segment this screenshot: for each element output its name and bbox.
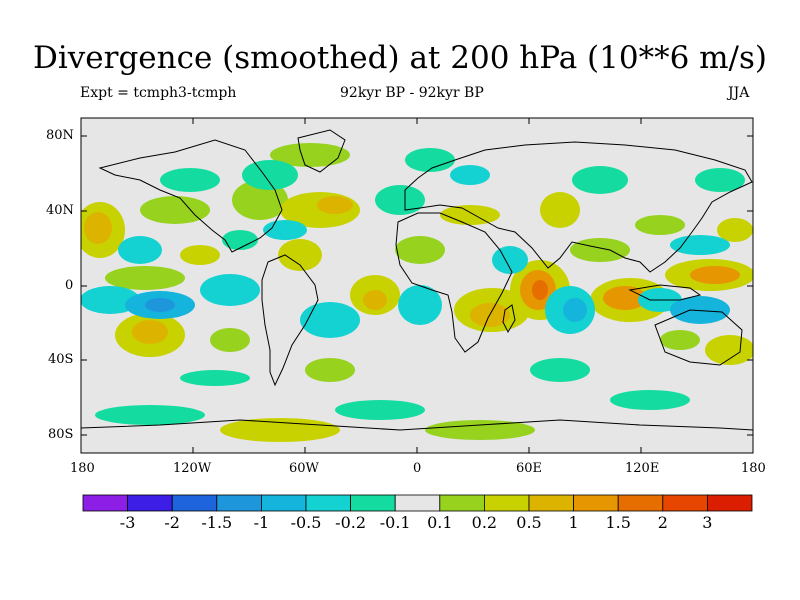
negative-divergence-regions xyxy=(81,148,745,425)
colorbar-swatch xyxy=(260,494,307,512)
lat-label-equator: 0 xyxy=(65,278,74,293)
africa-outline xyxy=(395,212,513,353)
colorbar-label: -1.5 xyxy=(201,513,233,532)
chart-title: Divergence (smoothed) at 200 hPa (10**6 … xyxy=(33,40,767,76)
south-america-outline xyxy=(261,254,319,387)
madagascar-outline xyxy=(502,304,516,334)
colorbar-swatch xyxy=(216,494,262,512)
continent-outlines xyxy=(81,129,753,431)
greenland-outline xyxy=(297,129,346,173)
colorbar-swatch xyxy=(82,494,128,512)
colorbar-label: 0.2 xyxy=(471,513,498,532)
colorbar-swatch xyxy=(483,494,530,512)
lon-label-120e: 120E xyxy=(625,461,660,476)
lat-label-80n: 80N xyxy=(46,128,74,143)
colorbar-label: -1 xyxy=(253,513,270,532)
period-label: 92kyr BP - 92kyr BP xyxy=(340,85,484,101)
lon-label-180w: 180 xyxy=(70,461,95,476)
colorbar-swatch xyxy=(305,494,351,512)
colorbar-label: 2 xyxy=(657,513,668,532)
lon-label-120w: 120W xyxy=(173,461,212,476)
lon-label-0: 0 xyxy=(413,461,422,476)
colorbar-swatch xyxy=(573,494,619,512)
australia-outline xyxy=(654,309,743,366)
colorbar-label: -0.5 xyxy=(290,513,322,532)
lon-label-60e: 60E xyxy=(516,461,543,476)
colorbar-label: -0.1 xyxy=(379,513,411,532)
lon-label-60w: 60W xyxy=(289,461,319,476)
colorbar-label: -0.2 xyxy=(335,513,367,532)
colorbar-swatch xyxy=(171,494,218,512)
lon-label-180e: 180 xyxy=(741,461,766,476)
colorbar-swatch xyxy=(528,494,574,512)
colorbar-label: -2 xyxy=(164,513,180,532)
indonesia-outline xyxy=(628,284,702,301)
lat-label-40n: 40N xyxy=(46,203,74,218)
colorbar-swatch xyxy=(350,494,396,512)
colorbar-label: 1 xyxy=(568,513,579,532)
colorbar-swatch xyxy=(662,494,708,512)
colorbar-label: 0.1 xyxy=(427,513,453,532)
lat-label-40s: 40S xyxy=(48,352,74,367)
colorbar-label: 0.5 xyxy=(516,513,542,532)
eurasia-outline xyxy=(404,141,753,273)
colorbar-swatch xyxy=(439,494,485,512)
north-america-outline xyxy=(98,139,283,253)
colorbar-swatch xyxy=(617,494,664,512)
antarctica-outline xyxy=(81,419,753,431)
colorbar-swatch xyxy=(394,494,441,512)
colorbar xyxy=(82,494,753,512)
season-label: JJA xyxy=(728,85,750,101)
colorbar-label: 3 xyxy=(702,513,713,532)
experiment-label: Expt = tcmph3-tcmph xyxy=(80,85,237,101)
map-ticks xyxy=(81,118,753,453)
colorbar-swatch xyxy=(707,494,753,512)
colorbar-swatch xyxy=(127,494,173,512)
map-field xyxy=(81,118,753,453)
lat-label-80s: 80S xyxy=(48,427,74,442)
colorbar-label: -3 xyxy=(119,513,136,532)
colorbar-label: 1.5 xyxy=(605,513,631,532)
